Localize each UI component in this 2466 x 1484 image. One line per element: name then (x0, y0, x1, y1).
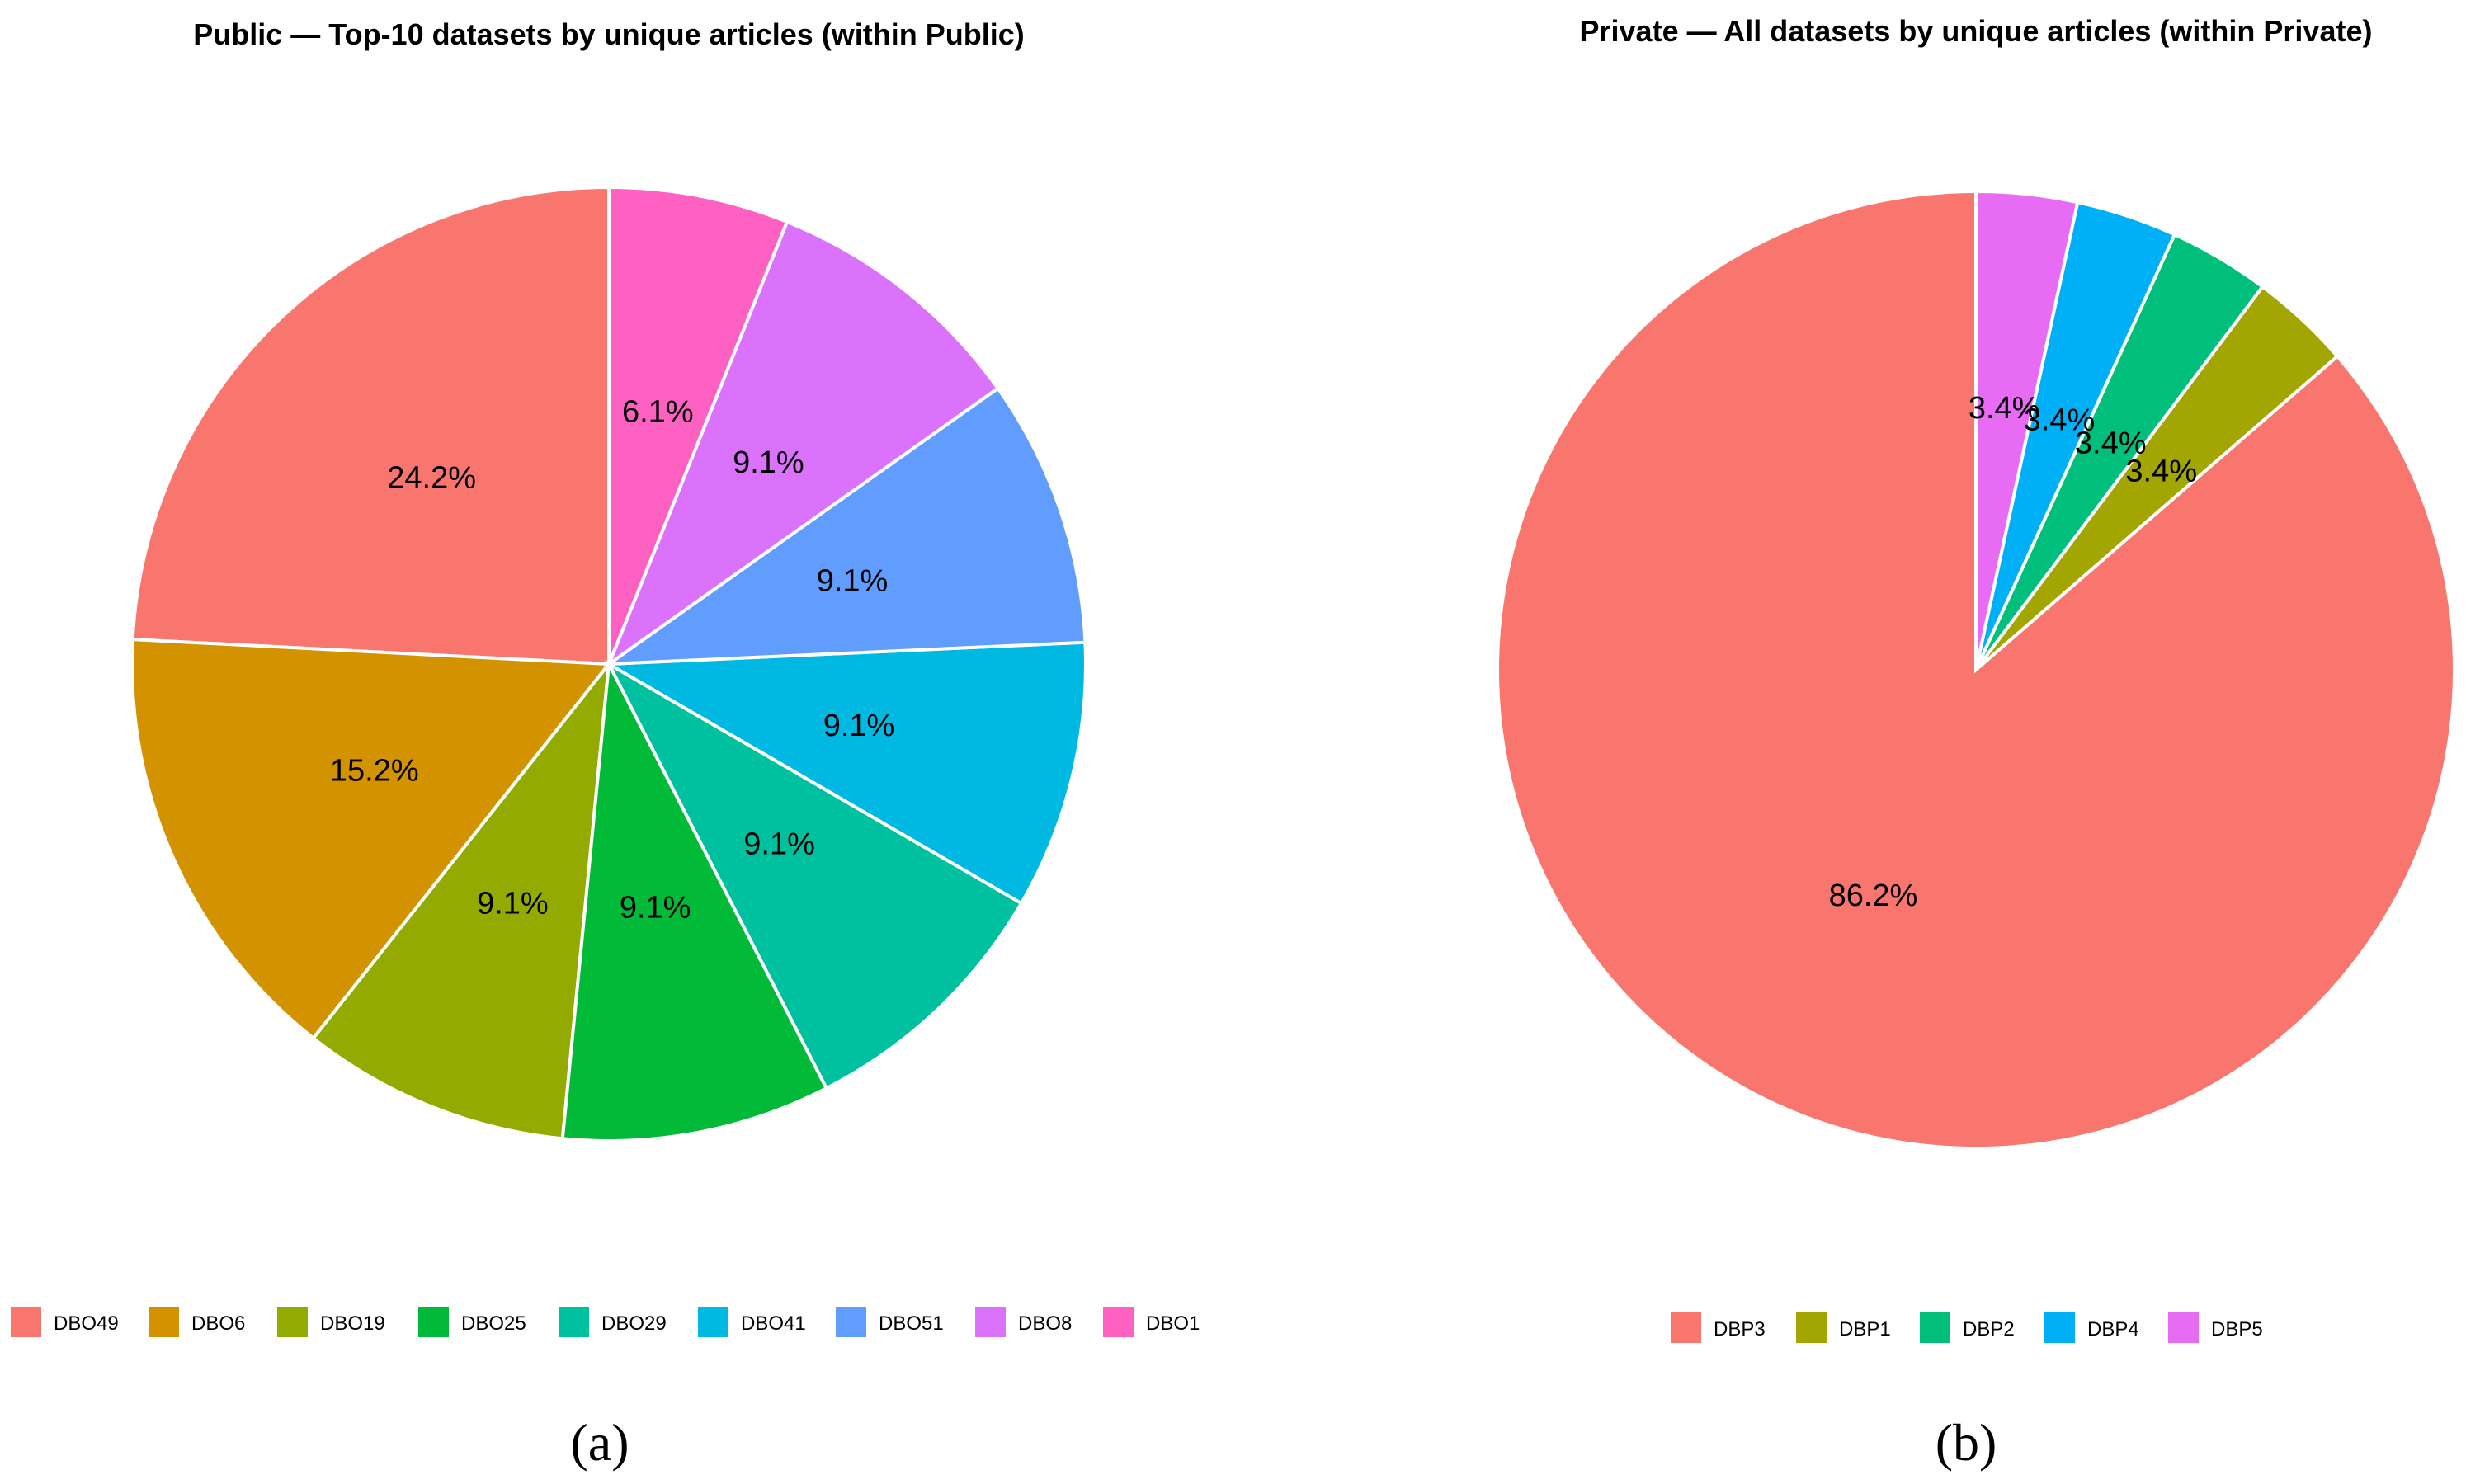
legend-key-dbp3 (1671, 1312, 1701, 1343)
legend-item-dbo51: DBO51 (836, 1307, 944, 1337)
legend-label-dbo41: DBO41 (741, 1312, 806, 1335)
slice-label-dbo41: 9.1% (823, 709, 895, 743)
legend-key-dbo19 (277, 1307, 308, 1337)
legend-key-dbo6 (149, 1307, 179, 1337)
chart-b-title: Private — All datasets by unique article… (1580, 14, 2373, 48)
legend-item-dbp4: DBP4 (2044, 1312, 2139, 1343)
chart-a-legend: DBO49 DBO6 DBO19 DBO25 DBO29 DBO41 DBO51 DBO8 DB… (11, 1307, 1200, 1337)
chart-a-title: Public — Top-10 datasets by unique artic… (193, 17, 1025, 51)
slice-label-dbo19: 9.1% (477, 886, 549, 921)
pie-slice-dbo51 (603, 385, 1087, 667)
slice-label-dbo1: 6.1% (622, 395, 694, 430)
legend-label-dbo1: DBO1 (1146, 1312, 1200, 1335)
slice-label-dbo6: 15.2% (330, 754, 419, 789)
pie-slice-dbo19 (310, 658, 611, 1141)
legend-label-dbp4: DBP4 (2087, 1318, 2139, 1340)
legend-item-dbo29: DBO29 (559, 1307, 667, 1337)
pie-slice-dbo25 (560, 658, 829, 1142)
pie-slice-dbo29 (605, 659, 1024, 1091)
legend-key-dbp1 (1796, 1312, 1827, 1343)
panel-b: Private — All datasets by unique article… (1496, 14, 2456, 1472)
legend-label-dbp3: DBP3 (1714, 1318, 1766, 1340)
legend-item-dbo1: DBO1 (1103, 1307, 1200, 1337)
legend-label-dbp2: DBP2 (1963, 1318, 2015, 1340)
legend-item-dbp2: DBP2 (1920, 1312, 2015, 1343)
legend-key-dbp4 (2044, 1312, 2075, 1343)
legend-item-dbo41: DBO41 (698, 1307, 806, 1337)
legend-key-dbo8 (975, 1307, 1006, 1337)
slice-label-dbo49: 24.2% (387, 461, 476, 496)
legend-key-dbo29 (559, 1307, 589, 1337)
pie-slice-dbo8 (605, 219, 1001, 669)
chart-b-pie: 86.2%3.4%3.4%3.4%3.4% (1496, 189, 2456, 1150)
slice-label-dbp4: 3.4% (2024, 403, 2096, 437)
legend-label-dbo19: DBO19 (320, 1312, 385, 1335)
legend-key-dbp2 (1920, 1312, 1950, 1343)
legend-key-dbo41 (698, 1307, 728, 1337)
legend-key-dbo1 (1103, 1307, 1134, 1337)
legend-label-dbo6: DBO6 (191, 1312, 245, 1335)
legend-label-dbo49: DBO49 (54, 1312, 119, 1335)
slice-label-dbp2: 3.4% (2075, 426, 2147, 461)
slice-label-dbo8: 9.1% (733, 445, 804, 480)
legend-label-dbo29: DBO29 (601, 1312, 667, 1335)
legend-item-dbp3: DBP3 (1671, 1312, 1766, 1343)
slice-label-dbp5: 3.4% (1969, 391, 2040, 426)
legend-label-dbo25: DBO25 (461, 1312, 526, 1335)
slice-label-dbp3: 86.2% (1829, 879, 1918, 913)
chart-b-legend: DBP3 DBP1 DBP2 DBP4 DBP5 (1671, 1312, 2263, 1343)
legend-label-dbo51: DBO51 (879, 1312, 944, 1335)
pie-slice-dbp5 (1974, 189, 2080, 671)
panel-b-label: (b) (1936, 1413, 1997, 1472)
legend-item-dbo8: DBO8 (975, 1307, 1072, 1337)
pie-slice-dbo6 (130, 637, 612, 1041)
legend-item-dbo25: DBO25 (418, 1307, 526, 1337)
pie-slice-dbo41 (603, 640, 1087, 906)
legend-item-dbo19: DBO19 (277, 1307, 385, 1337)
legend-item-dbo49: DBO49 (11, 1307, 119, 1337)
legend-label-dbp5: DBP5 (2211, 1318, 2263, 1340)
slice-label-dbo51: 9.1% (817, 564, 889, 599)
legend-item-dbo6: DBO6 (149, 1307, 245, 1337)
panel-a: Public — Top-10 datasets by unique artic… (11, 17, 1200, 1472)
legend-key-dbo51 (836, 1307, 866, 1337)
pie-slice-dbo49 (130, 185, 611, 667)
slice-label-dbp1: 3.4% (2125, 454, 2197, 488)
panel-a-label: (a) (570, 1413, 629, 1472)
slice-label-dbo25: 9.1% (620, 891, 691, 926)
legend-key-dbo49 (11, 1307, 41, 1337)
legend-label-dbp1: DBP1 (1839, 1318, 1891, 1340)
legend-key-dbp5 (2168, 1312, 2199, 1343)
legend-item-dbp1: DBP1 (1796, 1312, 1891, 1343)
legend-label-dbo8: DBO8 (1018, 1312, 1072, 1335)
chart-a-pie: 24.2% 15.2% 9.1% 9.1% 9.1% 9.1% 9.1% 9.1% 6.1% (130, 185, 1087, 1142)
pie-slice-dbo1 (607, 185, 790, 665)
legend-item-dbp5: DBP5 (2168, 1312, 2263, 1343)
legend-key-dbo25 (418, 1307, 449, 1337)
slice-label-dbo29: 9.1% (743, 827, 815, 862)
